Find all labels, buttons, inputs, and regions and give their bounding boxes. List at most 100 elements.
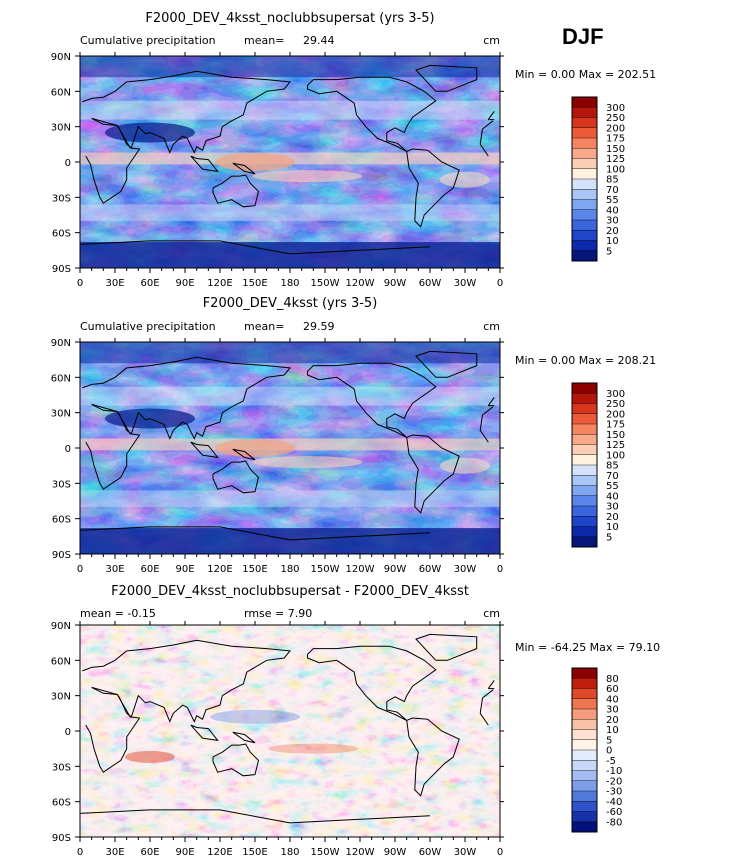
- y-tick-label: 60N: [51, 656, 71, 667]
- colorbar-level-label: -30: [606, 787, 622, 798]
- coastline: [487, 397, 495, 406]
- colorbar-level-label: 100: [606, 164, 625, 175]
- coastline: [307, 362, 437, 438]
- coastline: [415, 350, 478, 378]
- colorbar-level-label: 250: [606, 113, 625, 124]
- colorbar-swatch: [571, 96, 598, 108]
- x-tick-label: 120W: [346, 847, 375, 858]
- colorbar-level-label: 20: [606, 226, 619, 237]
- y-tick-label: 60S: [52, 229, 71, 240]
- left-label: Cumulative precipitation: [80, 320, 216, 333]
- colorbar-level-label: 5: [606, 532, 612, 543]
- x-tick-label: 30W: [454, 278, 477, 289]
- y-tick-label: 90S: [52, 264, 71, 275]
- colorbar-swatch: [571, 780, 598, 792]
- mean-value: 29.59: [303, 320, 335, 333]
- colorbar-swatch: [571, 454, 598, 466]
- colorbar-level-label: 70: [606, 185, 619, 196]
- x-tick-label: 30W: [454, 847, 477, 858]
- coastline: [82, 639, 291, 723]
- colorbar-swatch: [571, 230, 598, 242]
- spcz-band: [252, 170, 363, 183]
- storm-track-north: [80, 100, 500, 120]
- colorbar-level-label: 125: [606, 440, 625, 451]
- x-tick-label: 0: [497, 278, 503, 289]
- colorbar-level-label: 55: [606, 481, 619, 492]
- coastline: [85, 403, 141, 490]
- colorbar-swatch: [571, 505, 598, 517]
- colorbar-level-label: 20: [606, 715, 619, 726]
- diff-negative-blob: [210, 709, 300, 724]
- coastline: [82, 356, 291, 440]
- coastline: [79, 240, 291, 255]
- colorbar-swatch: [571, 760, 598, 772]
- map-panel-2: 0 30E 60E 90E 120E 150E 180 150W 120W 90W 60W 30W 09…: [51, 296, 656, 575]
- colorbar-swatch: [571, 770, 598, 782]
- colorbar-level-label: 10: [606, 236, 619, 247]
- polar-band-north: [80, 342, 500, 364]
- x-tick-label: 30W: [454, 564, 477, 575]
- y-tick-label: 0: [65, 727, 71, 738]
- x-tick-label: 0: [77, 847, 83, 858]
- coastline: [406, 148, 460, 228]
- x-tick-label: 90E: [175, 564, 194, 575]
- colorbar-swatch: [571, 178, 598, 190]
- colorbar-swatch: [571, 127, 598, 139]
- colorbar-level-label: 40: [606, 491, 619, 502]
- coastline: [190, 724, 219, 742]
- colorbar-swatch: [571, 688, 598, 700]
- x-tick-label: 150W: [311, 278, 340, 289]
- panel-title: F2000_DEV_4ksst_noclubbsupersat - F2000_…: [111, 584, 469, 599]
- colorbar-level-label: 300: [606, 103, 625, 114]
- colorbar-level-label: 40: [606, 694, 619, 705]
- colorbar-swatch: [571, 526, 598, 538]
- colorbar-level-label: 100: [606, 450, 625, 461]
- colorbar-swatch: [571, 719, 598, 731]
- y-tick-label: 30N: [51, 692, 71, 703]
- x-tick-label: 60E: [140, 564, 159, 575]
- colorbar-swatch: [571, 107, 598, 119]
- precip-field: [80, 625, 500, 837]
- x-tick-label: 0: [497, 564, 503, 575]
- x-tick-label: 60W: [419, 278, 442, 289]
- y-tick-label: 30S: [52, 762, 71, 773]
- colorbar-level-label: 5: [606, 246, 612, 257]
- coastline: [479, 430, 489, 443]
- polar-band-south: [80, 242, 500, 268]
- colorbar-level-label: 20: [606, 512, 619, 523]
- coastline: [82, 70, 291, 154]
- warm-pool-max: [215, 439, 295, 457]
- colorbar-level-label: 10: [606, 725, 619, 736]
- min-max-stats: Min = -64.25 Max = 79.10: [515, 641, 660, 654]
- min-max-stats: Min = 0.00 Max = 208.21: [515, 354, 656, 367]
- x-tick-label: 150E: [242, 564, 267, 575]
- coastline: [232, 731, 256, 744]
- colorbar-level-label: 85: [606, 461, 619, 472]
- x-tick-label: 90E: [175, 847, 194, 858]
- y-tick-label: 0: [65, 158, 71, 169]
- y-tick-label: 30N: [51, 123, 71, 134]
- x-tick-label: 90W: [384, 847, 407, 858]
- panel-title: F2000_DEV_4ksst_noclubbsupersat (yrs 3-5…: [145, 11, 434, 26]
- coastline: [479, 120, 494, 145]
- colorbar-level-label: 150: [606, 144, 625, 155]
- colorbar-level-label: 30: [606, 502, 619, 513]
- y-tick-label: 90S: [52, 833, 71, 844]
- polar-band-north: [80, 56, 500, 78]
- storm-track-north: [80, 386, 500, 406]
- colorbar-frame: [571, 96, 598, 262]
- coastline: [85, 686, 141, 773]
- x-tick-label: 120E: [207, 847, 232, 858]
- x-tick-label: 60E: [140, 847, 159, 858]
- colorbar-frame: [571, 667, 598, 833]
- colorbar-level-label: 200: [606, 409, 625, 420]
- x-tick-label: 120W: [346, 564, 375, 575]
- x-tick-label: 150W: [311, 564, 340, 575]
- coastline: [487, 111, 495, 120]
- colorbar-level-label: 80: [606, 674, 619, 685]
- min-max-stats: Min = 0.00 Max = 202.51: [515, 68, 656, 81]
- x-tick-label: 180: [280, 847, 299, 858]
- colorbar-swatch: [571, 464, 598, 476]
- colorbar-level-label: -40: [606, 797, 622, 808]
- coastline: [212, 743, 260, 777]
